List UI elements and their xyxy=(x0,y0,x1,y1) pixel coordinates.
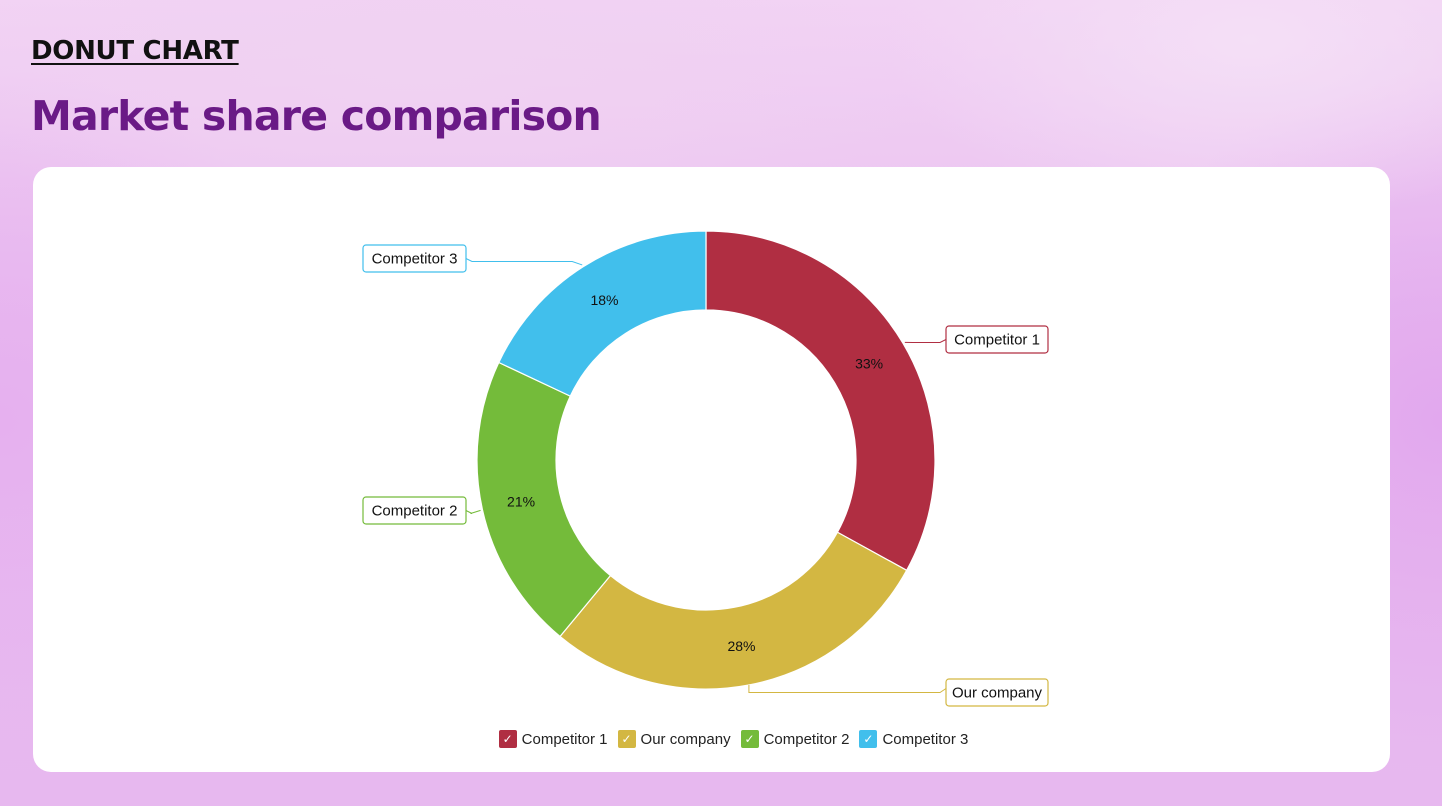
checkbox-icon[interactable]: ✓ xyxy=(740,730,759,748)
checkbox-icon[interactable]: ✓ xyxy=(617,730,636,748)
callout-label: Competitor 3 xyxy=(372,251,458,268)
leader-line xyxy=(465,258,583,266)
chart-card: 33% Competitor 1 28% Our company 21% Competit… xyxy=(33,167,1390,772)
legend-label: Our company xyxy=(640,730,731,748)
legend-item-our-company[interactable]: ✓ Our company xyxy=(617,730,731,748)
value-label-competitor-1: 33% xyxy=(855,356,883,372)
legend-item-competitor-1[interactable]: ✓ Competitor 1 xyxy=(498,730,608,748)
leader-line xyxy=(465,509,481,514)
callout-label: Competitor 1 xyxy=(954,332,1040,349)
value-label-competitor-2: 21% xyxy=(507,493,535,509)
kicker-label: DONUT CHART xyxy=(31,36,239,66)
callout-label: Our company xyxy=(952,685,1043,702)
callout-competitor-1: Competitor 1 xyxy=(904,325,1049,354)
page-title: Market share comparison xyxy=(31,92,602,140)
legend-item-competitor-2[interactable]: ✓ Competitor 2 xyxy=(740,730,850,748)
checkbox-icon[interactable]: ✓ xyxy=(498,730,517,748)
callout-label: Competitor 2 xyxy=(372,503,458,520)
donut-chart: 33% Competitor 1 28% Our company 21% Competit… xyxy=(362,230,1049,707)
value-label-competitor-3: 18% xyxy=(590,292,618,308)
checkbox-icon[interactable]: ✓ xyxy=(859,730,878,748)
legend-item-competitor-3[interactable]: ✓ Competitor 3 xyxy=(859,730,968,748)
legend-label: Competitor 3 xyxy=(882,730,969,748)
callout-box xyxy=(945,325,1049,354)
callout-competitor-3: Competitor 3 xyxy=(362,244,583,273)
callout-competitor-2: Competitor 2 xyxy=(362,496,481,525)
legend-label: Competitor 2 xyxy=(763,730,850,748)
leader-line xyxy=(748,684,947,693)
value-label-our-company: 28% xyxy=(727,638,755,654)
slice-competitor-3[interactable] xyxy=(497,230,707,397)
slice-competitor-1[interactable] xyxy=(705,230,936,572)
chart-legend: ✓ Competitor 1 ✓ Our company ✓ Competitor 2 ✓ C… xyxy=(33,730,1390,748)
callout-box xyxy=(362,244,467,273)
callout-our-company: Our company xyxy=(748,678,1049,707)
callout-box xyxy=(362,496,467,525)
leader-line xyxy=(904,339,947,343)
callout-box xyxy=(945,678,1049,707)
slice-competitor-2[interactable] xyxy=(476,361,612,638)
slice-our-company[interactable] xyxy=(559,531,908,690)
legend-label: Competitor 1 xyxy=(521,730,608,748)
